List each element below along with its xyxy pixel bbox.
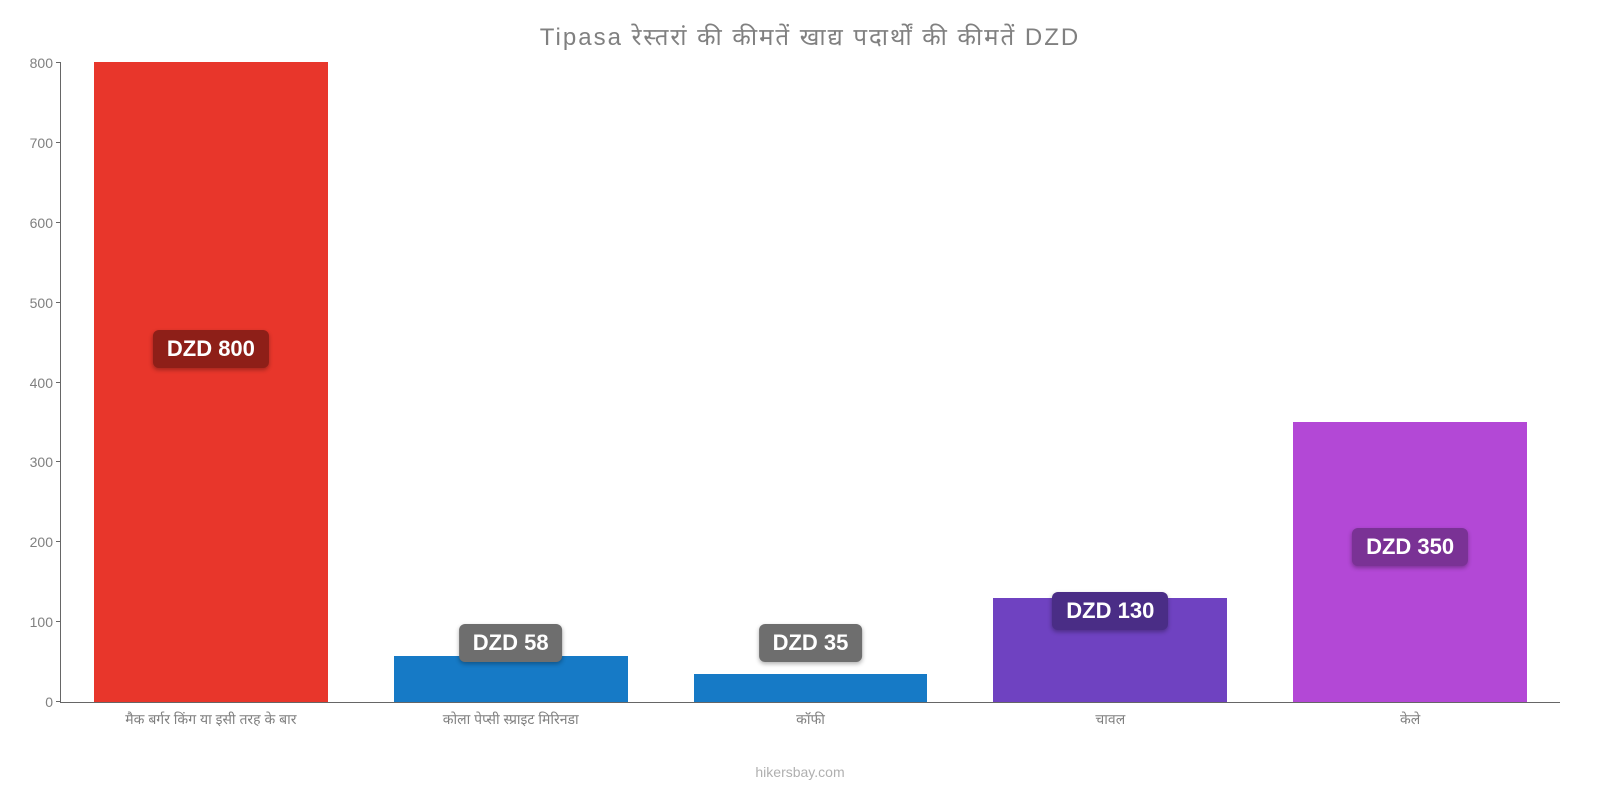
y-axis-tick-mark bbox=[56, 461, 61, 462]
y-axis-tick-mark bbox=[56, 701, 61, 702]
x-axis-label: कोला पेप्सी स्प्राइट मिरिनडा bbox=[443, 702, 579, 729]
y-axis-tick: 300 bbox=[30, 454, 61, 470]
y-axis-tick-mark bbox=[56, 541, 61, 542]
bar bbox=[694, 674, 928, 702]
y-axis-tick-mark bbox=[56, 62, 61, 63]
y-axis-tick: 100 bbox=[30, 614, 61, 630]
x-axis-label: मैक बर्गर किंग या इसी तरह के बार bbox=[125, 702, 296, 729]
bar-value-label: DZD 800 bbox=[153, 330, 269, 368]
bar-value-label: DZD 130 bbox=[1052, 592, 1168, 630]
y-axis-tick: 500 bbox=[30, 295, 61, 311]
y-axis-tick: 0 bbox=[45, 694, 61, 710]
y-axis-tick-mark bbox=[56, 142, 61, 143]
y-axis-tick: 600 bbox=[30, 215, 61, 231]
y-axis-tick: 400 bbox=[30, 375, 61, 391]
y-axis-tick-mark bbox=[56, 222, 61, 223]
chart-container: Tipasa रेस्तरां की कीमतें खाद्य पदार्थों… bbox=[0, 0, 1600, 800]
plot-area: 0100200300400500600700800DZD 800मैक बर्ग… bbox=[60, 63, 1560, 703]
bar-value-label: DZD 350 bbox=[1352, 528, 1468, 566]
bar bbox=[94, 62, 328, 702]
x-axis-label: चावल bbox=[1095, 702, 1125, 729]
bar-value-label: DZD 35 bbox=[759, 624, 863, 662]
x-axis-label: केले bbox=[1400, 702, 1420, 729]
attribution-text: hikersbay.com bbox=[0, 764, 1600, 780]
bar-value-label: DZD 58 bbox=[459, 624, 563, 662]
x-axis-label: कॉफी bbox=[796, 702, 825, 729]
y-axis-tick-mark bbox=[56, 621, 61, 622]
y-axis-tick-mark bbox=[56, 382, 61, 383]
chart-title: Tipasa रेस्तरां की कीमतें खाद्य पदार्थों… bbox=[60, 20, 1560, 53]
y-axis-tick: 800 bbox=[30, 55, 61, 71]
y-axis-tick-mark bbox=[56, 302, 61, 303]
y-axis-tick: 700 bbox=[30, 135, 61, 151]
y-axis-tick: 200 bbox=[30, 534, 61, 550]
bar bbox=[394, 656, 628, 702]
